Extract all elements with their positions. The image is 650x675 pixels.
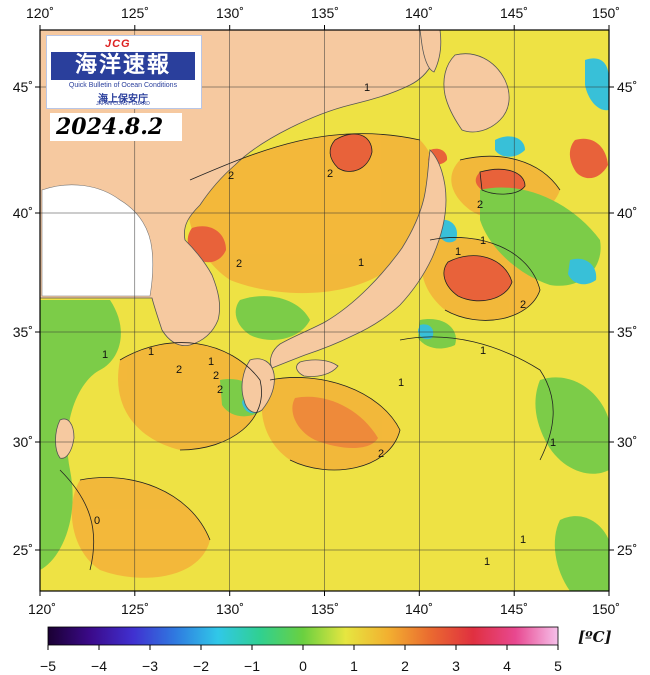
lat-tick-label: 25˚: [13, 542, 33, 558]
contour-label: 2: [176, 364, 182, 376]
logo-org: 海上保安庁: [98, 94, 148, 105]
colorbar-tick-label: 4: [503, 658, 511, 674]
contour-label: 1: [148, 346, 154, 358]
lon-tick-label: 130˚: [216, 601, 244, 617]
contour-label-group: 1 2 2 1 2 2 1 1 2 1 1 1 2 2 2 0 1 1 1 1 …: [94, 82, 556, 568]
contour-label: 2: [520, 299, 526, 311]
lon-tick-label: 150˚: [592, 601, 620, 617]
tick-marks: [35, 25, 614, 596]
colorbar-gradient: [47, 626, 559, 646]
contour-label: 1: [520, 534, 526, 546]
logo-title: 海洋速報: [51, 52, 195, 80]
colorbar-tick-label: −1: [244, 658, 260, 674]
colorbar-ticks: −5 −4 −3 −2 −1 0 1 2 3 4 5: [40, 645, 562, 674]
lat-tick-label: 35˚: [617, 324, 637, 340]
contour-label: 2: [228, 170, 234, 182]
graticule: [40, 30, 609, 591]
colorbar-unit-label: [ºC]: [578, 628, 612, 646]
lon-tick-label: 150˚: [592, 5, 620, 21]
lat-labels-right: 45˚ 40˚ 35˚ 30˚ 25˚: [617, 79, 637, 558]
lat-labels-left: 45˚ 40˚ 35˚ 30˚ 25˚: [13, 79, 33, 558]
contour-label: 1: [102, 349, 108, 361]
colorbar-tick-label: −5: [40, 658, 56, 674]
map-area: 1 2 2 1 2 2 1 1 2 1 1 1 2 2 2 0 1 1 1 1 …: [40, 30, 609, 591]
lon-tick-label: 145˚: [500, 5, 528, 21]
lon-labels-bottom: 120˚ 125˚ 130˚ 135˚ 140˚ 145˚ 150˚: [28, 601, 620, 617]
contour-label: 2: [217, 384, 223, 396]
no-data-area: [41, 184, 154, 297]
lon-tick-label: 130˚: [216, 5, 244, 21]
lon-tick-label: 135˚: [311, 5, 339, 21]
contour-label: 1: [208, 356, 214, 368]
contour-label: 2: [213, 370, 219, 382]
lat-tick-label: 25˚: [617, 542, 637, 558]
lat-tick-label: 45˚: [13, 79, 33, 95]
lat-tick-label: 40˚: [617, 205, 637, 221]
lat-tick-label: 40˚: [13, 205, 33, 221]
logo-org-en: JAPAN COAST GUARD: [96, 101, 150, 107]
contour-label: 1: [455, 246, 461, 258]
colorbar-tick-label: −4: [91, 658, 107, 674]
lon-labels-top: 120˚ 125˚ 130˚ 135˚ 140˚ 145˚ 150˚: [26, 5, 620, 21]
lat-tick-label: 45˚: [617, 79, 637, 95]
colorbar-tick-label: 0: [299, 658, 307, 674]
colorbar-tick-label: 3: [452, 658, 460, 674]
lat-tick-label: 30˚: [13, 434, 33, 450]
contour-label: 1: [484, 556, 490, 568]
lon-tick-label: 140˚: [405, 601, 433, 617]
date-box: 2024.8.2: [50, 113, 182, 141]
colorbar: −5 −4 −3 −2 −1 0 1 2 3 4 5: [40, 626, 562, 674]
lon-tick-label: 120˚: [26, 5, 54, 21]
colorbar-tick-label: 2: [401, 658, 409, 674]
lon-tick-label: 145˚: [500, 601, 528, 617]
lat-tick-label: 35˚: [13, 324, 33, 340]
colorbar-tick-label: 1: [350, 658, 358, 674]
lon-tick-label: 135˚: [311, 601, 339, 617]
contour-label: 1: [358, 257, 364, 269]
contour-label: 1: [480, 345, 486, 357]
contour-lines: [59, 133, 561, 571]
lon-tick-label: 125˚: [121, 5, 149, 21]
lon-tick-label: 120˚: [28, 601, 56, 617]
lon-tick-label: 140˚: [405, 5, 433, 21]
contour-label: 2: [327, 168, 333, 180]
lon-tick-label: 125˚: [121, 601, 149, 617]
contour-label: 2: [477, 199, 483, 211]
jcg-logo: JCG 海洋速報 Quick Bulletin of Ocean Conditi…: [46, 35, 202, 109]
lat-tick-label: 30˚: [617, 434, 637, 450]
date-label: 2024.8.2: [56, 114, 164, 140]
contour-label: 1: [550, 437, 556, 449]
jcg-mark: JCG: [105, 38, 131, 50]
contour-label: 0: [94, 515, 100, 527]
contour-label: 1: [398, 377, 404, 389]
colorbar-tick-label: −3: [142, 658, 158, 674]
contour-label: 2: [236, 258, 242, 270]
contour-label: 2: [378, 448, 384, 460]
logo-subtitle: Quick Bulletin of Ocean Conditions: [68, 82, 178, 89]
contour-label: 1: [480, 235, 486, 247]
colorbar-tick-label: 5: [554, 658, 562, 674]
colorbar-tick-label: −2: [193, 658, 209, 674]
contour-label: 1: [364, 82, 370, 94]
